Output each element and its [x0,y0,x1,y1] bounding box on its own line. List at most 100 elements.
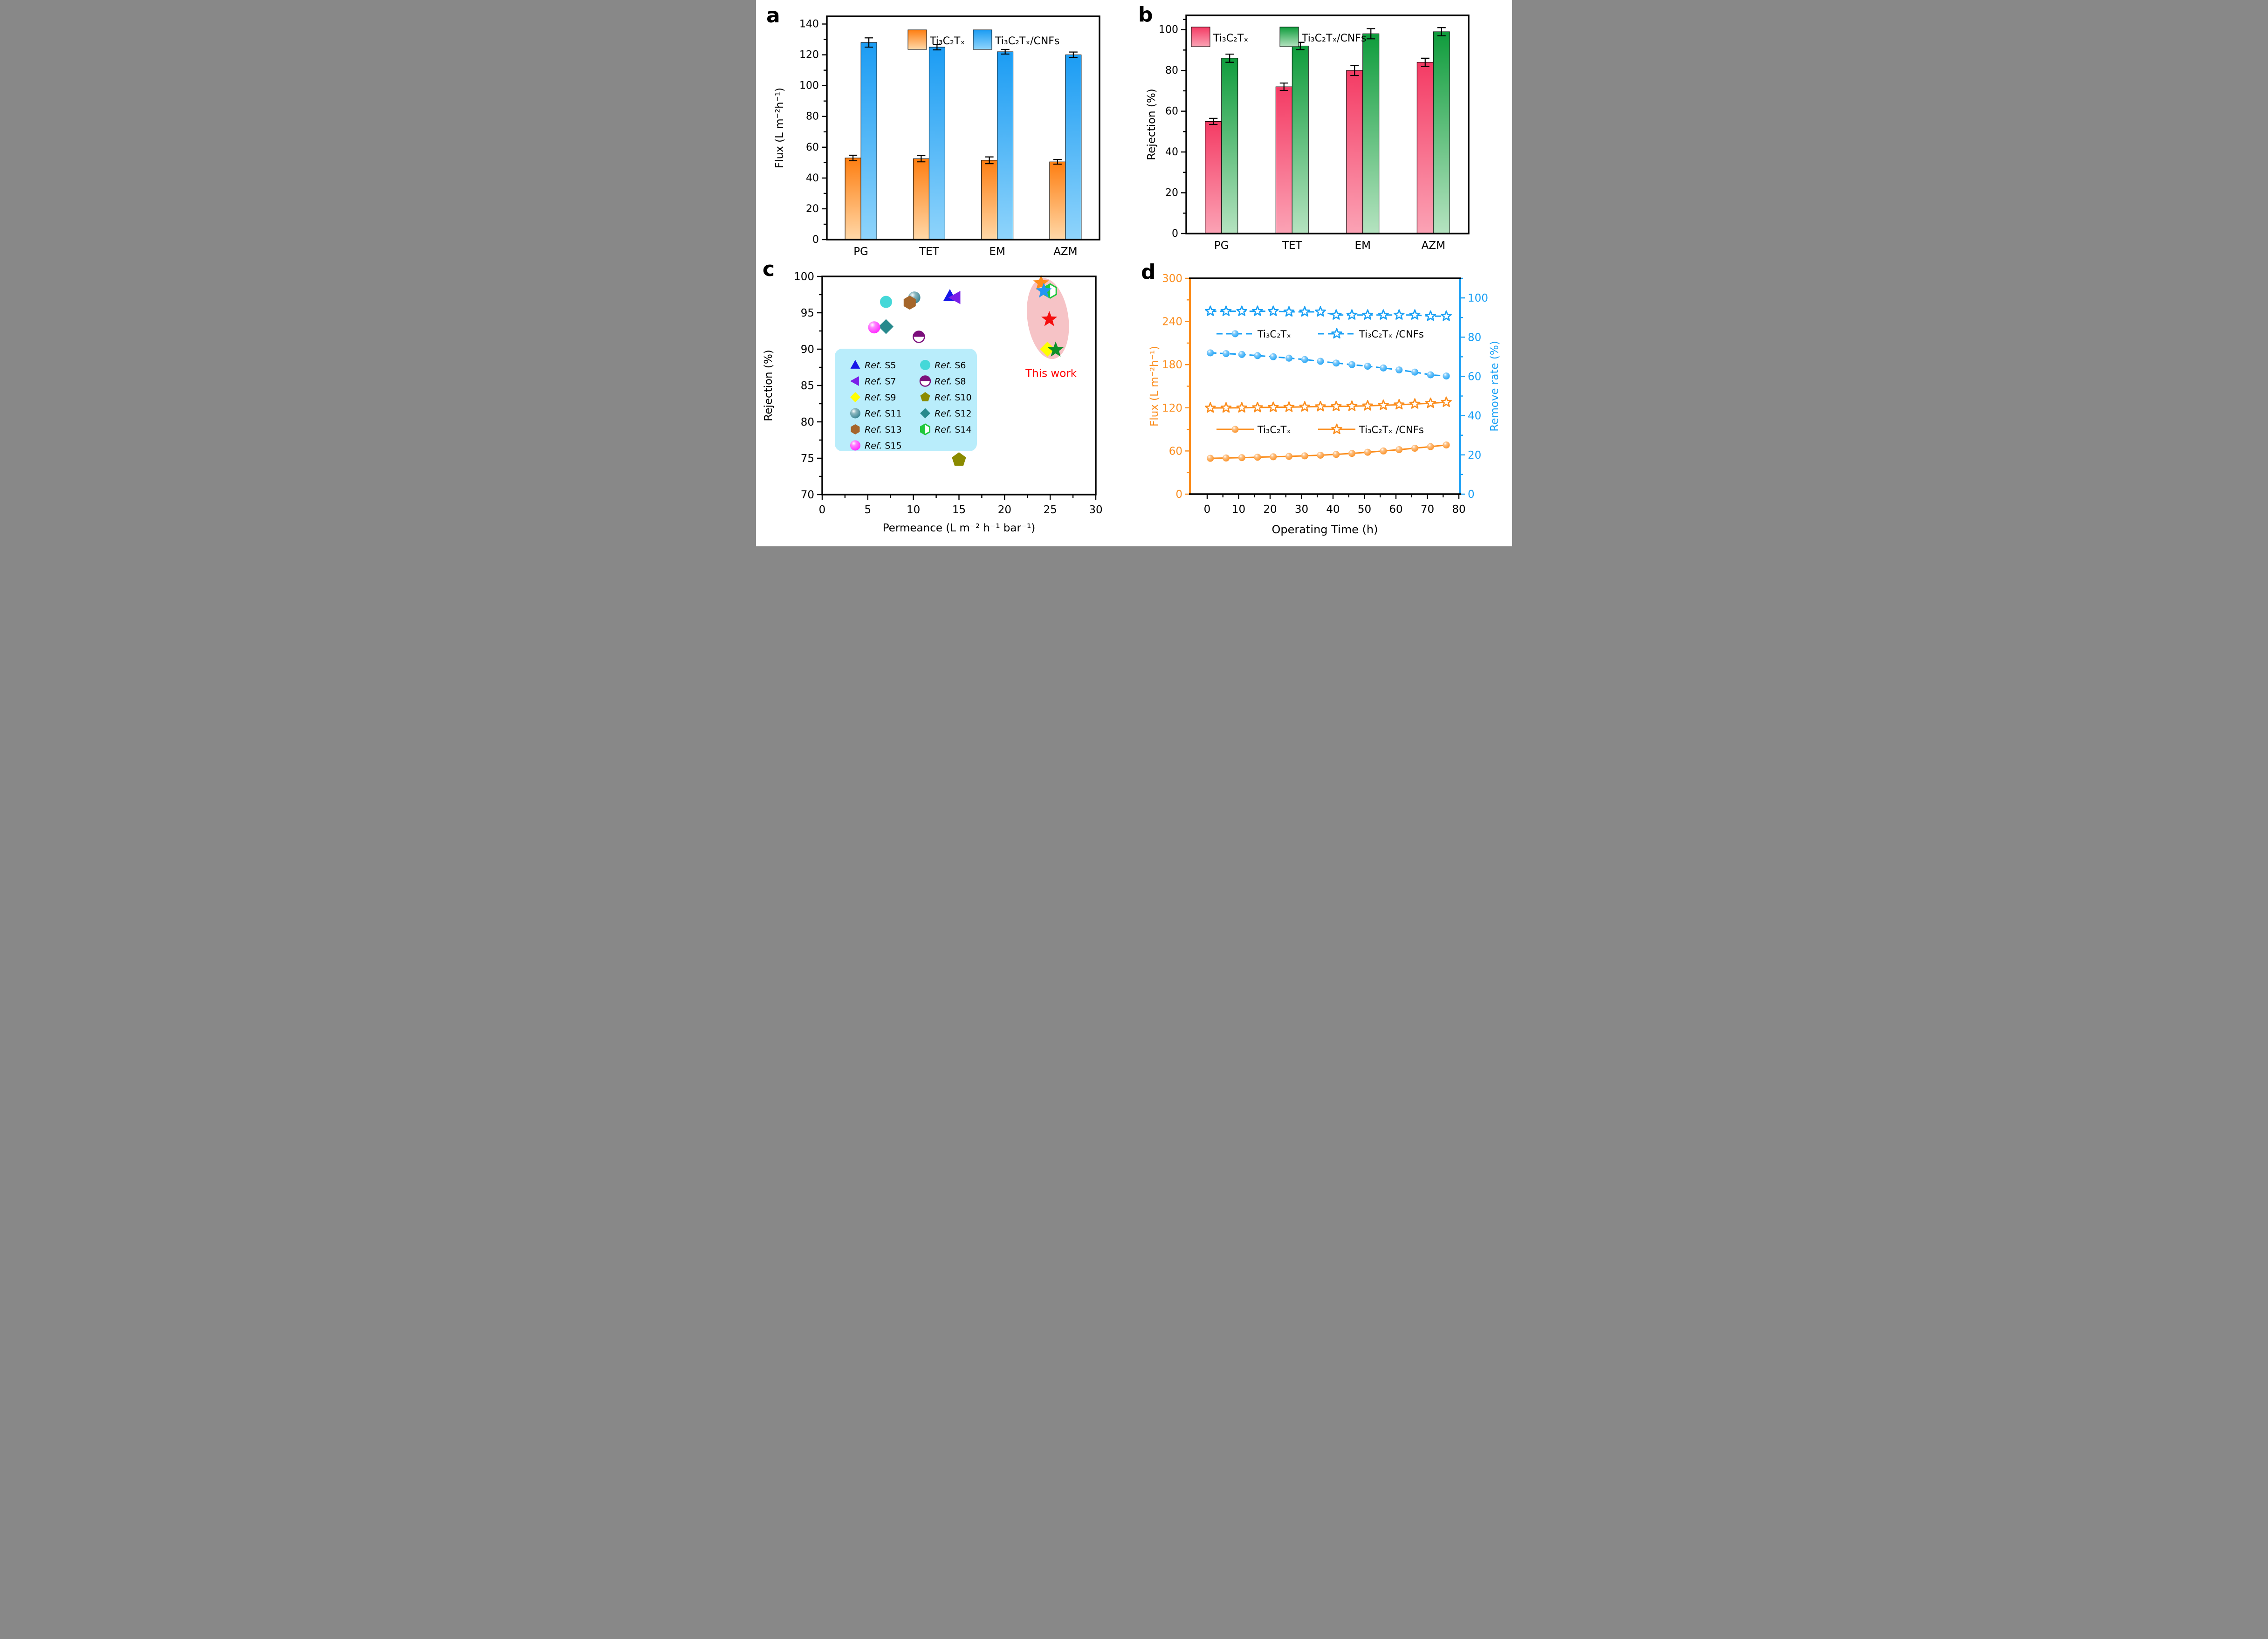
series-2-point [1395,446,1403,454]
panel-a-category: PG [853,246,868,258]
series-0-point [1348,361,1355,368]
bar-b-Ti₃C₂Tₓ-AZM [1416,62,1434,234]
series-line-1 [1210,310,1446,317]
panel-b-ytick: 20 [1165,187,1178,199]
legend-label-S6: Ref. S6 [935,360,966,371]
this-work-star-3 [1047,341,1064,357]
series-3-point [1378,399,1389,410]
error-bar [865,37,873,48]
series-2-point [1348,450,1355,457]
panel-c-ytick: 90 [801,344,814,356]
series-2-point [1427,443,1434,450]
series-2-point [1270,453,1277,461]
legend-label-S14: Ref. S14 [935,425,972,435]
series-0-point [1238,351,1245,358]
panel-a-category: EM [989,246,1005,258]
series-2-point [1301,452,1308,460]
legend-label-S13: Ref. S13 [865,425,902,435]
series-0-point [1285,354,1292,362]
panel-b-ytick: 40 [1165,146,1178,158]
series-0-point [1254,352,1261,359]
series-1-point [1425,310,1436,321]
bar-b-Ti₃C₂Tₓ/CNFs-TET [1292,46,1309,234]
point-S10 [952,452,966,466]
panel-c-xlabel: Permeance (L m⁻² h⁻¹ bar⁻¹) [883,522,1036,534]
panel-a-ytick: 120 [799,49,819,61]
series-0-point [1317,358,1324,365]
series-line-2 [1210,444,1447,459]
legend-marker-S5 [850,360,860,369]
legend-marker-S13 [851,424,860,434]
panel-c-xtick: 30 [1089,504,1102,516]
series-0-point [1207,349,1214,357]
series-3-point [1204,402,1216,413]
point-S9 [1040,342,1055,357]
panel-d-left-ytick: 0 [1175,489,1182,501]
panel-d-legend-flux: Ti₃C₂Tₓ Ti₃C₂Tₓ /CNFs [1216,423,1424,435]
bar-a-Ti₃C₂Tₓ/CNFs-PG [860,42,877,240]
series-3-point [1252,401,1263,413]
error-bar [985,156,994,165]
legend-marker [1231,426,1239,433]
series-3-point [1315,400,1326,412]
series-3-point [1220,402,1232,413]
legend-label: Ti₃C₂Tₓ [1257,329,1291,340]
panel-b-ytick: 80 [1165,65,1178,76]
point-S8 [913,331,925,343]
panel-a-ytick: 0 [812,234,819,246]
series-3-point [1425,397,1436,408]
series-1-point [1283,306,1295,317]
legend-box [835,349,977,451]
panel-c-legend: Ref. S5 Ref. S6 Ref. S7 Ref. S8 Ref. S9 Ref. … [835,349,977,451]
this-work-star-2 [1041,311,1058,326]
bar-a-Ti₃C₂Tₓ/CNFs-TET [928,47,945,240]
panel-a-ytick: 40 [806,172,819,184]
panel-a-category: AZM [1053,246,1077,258]
legend-label-S15: Ref. S15 [865,441,902,451]
series-0-point [1427,371,1434,379]
series-0-point [1223,350,1230,358]
series-3-point [1346,400,1358,411]
panel-d-right-ytick: 40 [1468,410,1481,422]
panel-d-xlabel: Operating Time (h) [1272,523,1378,536]
series-0-point [1270,353,1277,360]
series-1-point [1236,305,1247,316]
panel-d-xtick: 80 [1452,503,1465,516]
panel-d-xtick: 10 [1232,503,1245,516]
legend-label: Ti₃C₂Tₓ /CNFs [1359,424,1424,435]
series-0-point [1301,356,1308,363]
panel-a-letter: a [766,4,780,28]
legend-marker-S9 [850,392,860,402]
panel-b-ytick: 100 [1159,24,1178,36]
legend-label-S8: Ref. S8 [935,377,966,387]
panel-a-ytick: 100 [799,80,819,92]
series-3-point [1362,400,1373,411]
panel-c-xtick: 0 [819,504,826,516]
panel-d-left-ytick: 240 [1162,316,1182,328]
panel-a-legend: Ti₃C₂Tₓ Ti₃C₂Tₓ/CNFs [907,29,1059,50]
legend-marker-S14 [920,423,930,435]
series-3-point [1283,401,1295,412]
panel-d-left-ylabel: Flux (L m⁻²h⁻¹) [1148,346,1161,427]
panel-a-plot: 0 20 40 60 80 100 120 140 PG TET EM AZM Flux (L m⁻²h… [774,15,1100,258]
panel-b-ytick: 60 [1165,106,1178,117]
panel-d-right-ytick: 0 [1468,489,1475,501]
error-bar [1069,51,1078,58]
series-1-point [1394,309,1405,320]
series-1-point [1378,309,1389,320]
series-1-point [1331,309,1342,320]
series-1-point [1204,305,1216,316]
series-2-point [1223,455,1230,462]
panel-b-category: AZM [1422,240,1445,252]
bar-b-Ti₃C₂Tₓ/CNFs-PG [1221,58,1238,234]
series-3-point [1236,402,1247,413]
series-0-point [1411,368,1418,376]
series-1-point [1362,309,1373,320]
series-1-point [1299,306,1310,317]
bar-a-Ti₃C₂Tₓ-TET [913,158,929,240]
series-0-point [1333,359,1340,367]
legend-label-S7: Ref. S7 [865,377,896,387]
series-2-point [1285,453,1292,460]
bar-b-Ti₃C₂Tₓ-TET [1275,86,1292,234]
